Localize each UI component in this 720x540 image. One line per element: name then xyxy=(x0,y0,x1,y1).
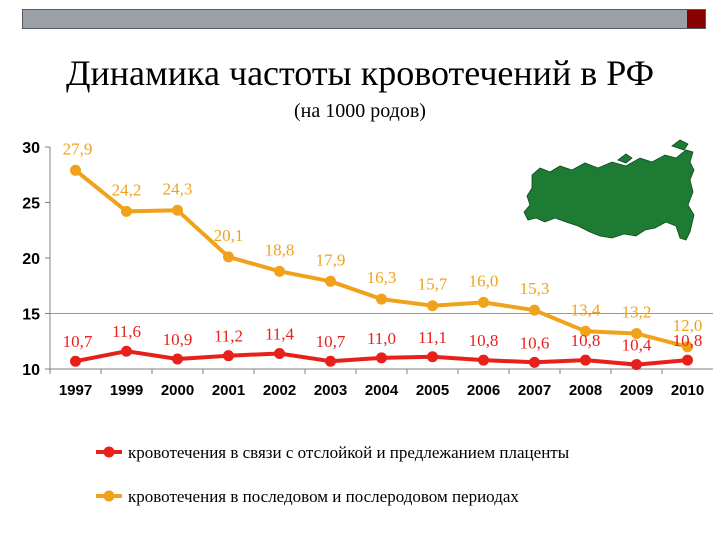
legend-marker xyxy=(103,490,115,502)
data-point xyxy=(70,164,81,176)
title-bar-decoration xyxy=(22,9,706,29)
data-point xyxy=(580,325,591,337)
data-point xyxy=(682,341,693,353)
data-label: 24,2 xyxy=(112,180,142,199)
x-tick-label: 2008 xyxy=(569,382,602,399)
x-tick-label: 2003 xyxy=(314,382,347,399)
data-label: 11,6 xyxy=(112,322,141,341)
data-point xyxy=(325,355,336,367)
data-label: 10,6 xyxy=(520,333,550,352)
data-label: 13,2 xyxy=(622,302,652,321)
legend-marker xyxy=(103,446,115,458)
data-label: 18,8 xyxy=(265,240,295,259)
title-bar-accent xyxy=(687,10,705,28)
data-point xyxy=(580,354,591,366)
x-tick-label: 2009 xyxy=(620,382,653,399)
data-label: 10,7 xyxy=(63,332,93,351)
data-label: 24,3 xyxy=(163,179,193,198)
data-point xyxy=(478,296,489,308)
y-tick-label: 25 xyxy=(22,196,40,213)
y-tick-label: 30 xyxy=(22,140,40,157)
data-point xyxy=(274,347,285,359)
page-subtitle: (на 1000 родов) xyxy=(294,100,426,122)
data-point xyxy=(529,356,540,368)
data-point xyxy=(172,204,183,216)
data-point xyxy=(682,354,693,366)
data-point xyxy=(427,351,438,363)
data-label: 16,0 xyxy=(469,271,499,290)
x-tick-label: 2005 xyxy=(416,382,449,399)
data-label: 10,4 xyxy=(622,336,652,355)
data-point xyxy=(631,327,642,339)
data-label: 13,4 xyxy=(571,300,601,319)
russia-map-icon xyxy=(523,139,695,241)
data-label: 10,8 xyxy=(571,331,601,350)
data-point xyxy=(478,354,489,366)
data-point xyxy=(427,300,438,312)
y-tick-label: 10 xyxy=(22,362,40,379)
data-label: 10,8 xyxy=(673,331,703,350)
data-point xyxy=(376,352,387,364)
x-tick-label: 2001 xyxy=(212,382,245,399)
data-label: 16,3 xyxy=(367,268,397,287)
data-label: 17,9 xyxy=(316,250,346,269)
x-tick-label: 1999 xyxy=(110,382,143,399)
data-label: 10,9 xyxy=(163,330,193,349)
data-point xyxy=(121,345,132,357)
legend-label: кровотечения в связи с отслойкой и предл… xyxy=(128,443,570,462)
data-point xyxy=(376,293,387,305)
x-tick-label: 2002 xyxy=(263,382,296,399)
data-label: 11,0 xyxy=(367,329,396,348)
data-label: 20,1 xyxy=(214,226,244,245)
data-label: 11,4 xyxy=(265,324,295,343)
data-label: 12,0 xyxy=(673,316,703,335)
data-label: 11,1 xyxy=(418,328,447,347)
x-tick-label: 2000 xyxy=(161,382,194,399)
data-point xyxy=(274,265,285,277)
data-label: 10,7 xyxy=(316,332,346,351)
y-tick-label: 20 xyxy=(22,251,40,268)
data-point xyxy=(223,350,234,362)
data-point xyxy=(631,359,642,371)
x-tick-label: 1997 xyxy=(59,382,92,399)
data-label: 27,9 xyxy=(63,139,93,158)
data-point xyxy=(70,355,81,367)
x-tick-label: 2006 xyxy=(467,382,500,399)
page-title: Динамика частоты кровотечений в РФ xyxy=(65,53,655,93)
x-tick-label: 2004 xyxy=(365,382,399,399)
data-label: 15,7 xyxy=(418,275,448,294)
x-tick-label: 2010 xyxy=(671,382,704,399)
legend-label: кровотечения в последовом и послеродовом… xyxy=(128,487,519,506)
data-point xyxy=(325,275,336,287)
data-label: 10,8 xyxy=(469,331,499,350)
data-label: 11,2 xyxy=(214,327,243,346)
x-tick-label: 2007 xyxy=(518,382,551,399)
y-tick-label: 15 xyxy=(22,307,40,324)
data-point xyxy=(172,353,183,365)
data-label: 15,3 xyxy=(520,279,550,298)
data-point xyxy=(223,251,234,263)
data-point xyxy=(121,205,132,217)
data-point xyxy=(529,304,540,316)
